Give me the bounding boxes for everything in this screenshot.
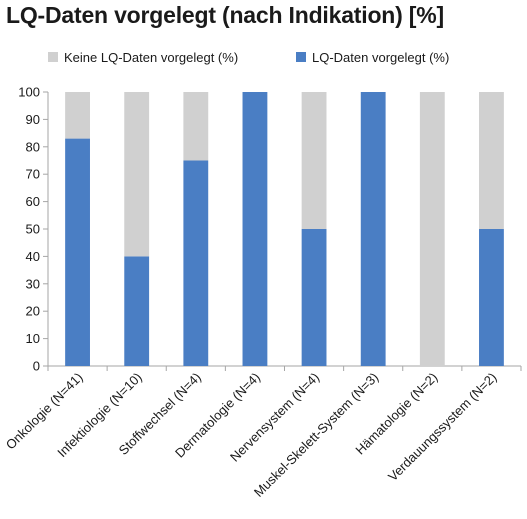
bar-keine-lq-daten-vorgelegt-5: [301, 92, 327, 229]
y-tick-label: 100: [18, 85, 40, 100]
bar-keine-lq-daten-vorgelegt-7: [419, 92, 445, 366]
legend-swatch: [48, 52, 58, 62]
y-tick-label: 60: [26, 194, 40, 209]
y-tick-label: 20: [26, 304, 40, 319]
chart-title: LQ-Daten vorgelegt (nach Indikation) [%]: [6, 2, 444, 28]
bar-keine-lq-daten-vorgelegt-2: [124, 92, 150, 257]
x-category-label: Verdauungssystem (N=2): [385, 370, 500, 485]
y-tick-label: 50: [26, 222, 40, 237]
category-labels: Onkologie (N=41)Infektiologie (N=10)Stof…: [3, 370, 500, 500]
y-tick-label: 40: [26, 249, 40, 264]
legend-swatch: [296, 52, 306, 62]
bar-keine-lq-daten-vorgelegt-8: [479, 92, 504, 229]
bar-group: [65, 92, 504, 366]
x-category-label: Muskel-Skelett-System (N=3): [251, 370, 381, 500]
bar-lq-daten-vorgelegt-2: [124, 256, 150, 366]
bar-keine-lq-daten-vorgelegt-3: [183, 92, 209, 161]
bar-lq-daten-vorgelegt-4: [242, 92, 268, 366]
y-tick-label: 0: [33, 359, 40, 374]
bar-lq-daten-vorgelegt-8: [479, 229, 504, 366]
y-tick-label: 80: [26, 139, 40, 154]
chart-axes: 0 10 20 30 40 50 60 70 80 90 100: [18, 85, 522, 374]
legend-label: LQ-Daten vorgelegt (%): [312, 50, 449, 65]
bar-lq-daten-vorgelegt-5: [301, 229, 327, 366]
legend: Keine LQ-Daten vorgelegt (%) LQ-Daten vor…: [48, 50, 449, 65]
y-tick-label: 70: [26, 167, 40, 182]
bar-keine-lq-daten-vorgelegt-1: [65, 92, 90, 139]
y-tick-label: 10: [26, 331, 40, 346]
bar-lq-daten-vorgelegt-1: [65, 138, 90, 366]
y-tick-label: 90: [26, 112, 40, 127]
y-tick-label: 30: [26, 276, 40, 291]
bar-lq-daten-vorgelegt-3: [183, 160, 209, 366]
legend-label: Keine LQ-Daten vorgelegt (%): [64, 50, 238, 65]
bar-lq-daten-vorgelegt-6: [360, 92, 386, 366]
